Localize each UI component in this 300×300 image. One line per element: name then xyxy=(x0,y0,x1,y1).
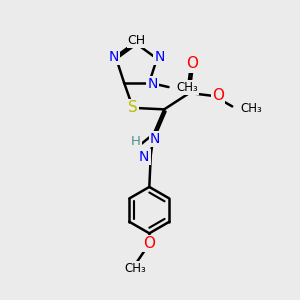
Text: N: N xyxy=(150,132,160,146)
Text: H: H xyxy=(131,135,141,148)
Text: CH₃: CH₃ xyxy=(241,102,262,115)
Text: O: O xyxy=(143,236,155,251)
Text: O: O xyxy=(212,88,224,104)
Text: N: N xyxy=(148,77,158,91)
Text: CH₃: CH₃ xyxy=(124,262,146,275)
Text: N: N xyxy=(154,50,164,64)
Text: N: N xyxy=(139,150,149,164)
Text: N: N xyxy=(109,50,119,64)
Text: O: O xyxy=(186,56,198,71)
Text: S: S xyxy=(128,100,138,116)
Text: CH: CH xyxy=(128,34,146,47)
Text: CH₃: CH₃ xyxy=(176,81,198,94)
